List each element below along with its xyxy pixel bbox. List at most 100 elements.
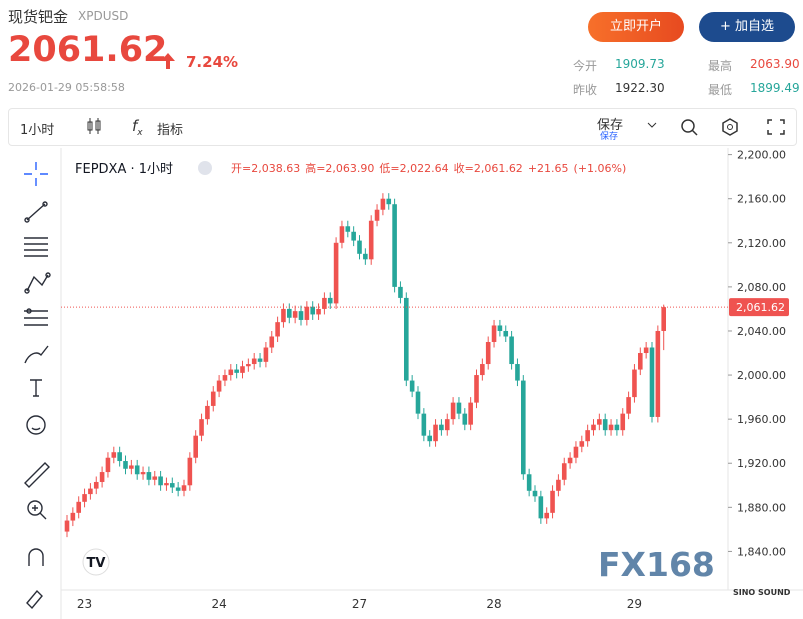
candle-body	[409, 380, 415, 392]
candle-body	[240, 366, 245, 373]
candle-body	[456, 402, 462, 414]
up-arrow	[161, 53, 175, 69]
candle-body	[123, 461, 128, 469]
candle-body	[368, 220, 374, 260]
candle-body	[468, 402, 473, 425]
candle-body	[263, 347, 269, 362]
candle-type-button[interactable]	[86, 116, 102, 136]
y-tick-label: 1,960.00	[737, 413, 786, 426]
drawing-tools[interactable]	[24, 162, 51, 610]
candle-body	[351, 231, 356, 241]
indicator-button[interactable]: 指标	[157, 123, 184, 138]
tv-logo: TV	[82, 548, 110, 576]
candle-body	[105, 457, 111, 473]
candle-body	[88, 488, 93, 495]
candle-body	[632, 369, 637, 398]
x-tick-label: 24	[211, 597, 226, 611]
chart: TV FX168 SINO SOUND FEPDXA · 1小时 开=2,038.…	[24, 148, 803, 619]
add-watchlist-button[interactable]: + 加自选	[699, 12, 795, 42]
stat-label: 最低	[708, 83, 733, 97]
candle-body	[544, 512, 549, 519]
x-tick-label: 27	[352, 597, 367, 611]
candle-body	[345, 226, 351, 232]
candle-body	[597, 419, 602, 425]
timestamp: 2026-01-29 05:58:58	[8, 81, 125, 94]
candle-body	[357, 240, 362, 254]
candle-body	[638, 353, 643, 370]
candle-body	[398, 286, 403, 298]
y-tick-label: 2,200.00	[737, 149, 786, 162]
svg-text:TV: TV	[87, 556, 106, 571]
candle-body	[269, 336, 275, 348]
candle-body	[550, 490, 555, 513]
candle-body	[210, 391, 216, 406]
candle-body	[561, 463, 567, 480]
candle-body	[485, 341, 491, 365]
instrument-name: 现货钯金	[8, 8, 69, 26]
candle-body	[93, 481, 99, 489]
stat-label: 最高	[708, 59, 733, 73]
candle-body	[620, 413, 626, 431]
stat-value: 1922.30	[615, 81, 665, 95]
candle-body	[421, 413, 427, 436]
candle-body	[497, 325, 503, 331]
candle-body	[462, 413, 468, 425]
last-price-label: 2,061.62	[736, 301, 785, 314]
change: 7.24%	[186, 53, 239, 71]
candle-body	[287, 308, 292, 318]
interval-button[interactable]: 1小时	[20, 123, 55, 138]
save-status: 保存	[600, 132, 619, 142]
stat-value: 2063.90	[750, 57, 800, 71]
candle-body	[298, 311, 304, 320]
candle-body	[82, 494, 87, 502]
candle-body	[521, 380, 526, 475]
candle-body	[363, 253, 368, 260]
candle-body	[444, 419, 450, 431]
candle-body	[228, 369, 234, 376]
y-tick-label: 1,880.00	[737, 501, 786, 514]
candle-body	[275, 322, 280, 337]
candle-body	[129, 465, 134, 469]
legend-stat: 高=2,063.90	[305, 161, 374, 175]
price: 2061.62	[8, 30, 168, 70]
symbol: XPDUSD	[78, 9, 129, 23]
watermark-sub: SINO SOUND	[733, 588, 791, 597]
y-tick-label: 2,000.00	[737, 369, 786, 382]
candle-body	[175, 487, 181, 491]
legend-stat: +21.65	[528, 162, 569, 175]
candle-body	[433, 424, 438, 442]
y-tick-label: 2,080.00	[737, 281, 786, 294]
stat-value: 1899.49	[750, 81, 800, 95]
candle-body	[146, 472, 152, 480]
candle-body	[591, 424, 596, 431]
y-tick-label: 2,160.00	[737, 193, 786, 206]
candle-body	[526, 474, 532, 491]
y-tick-label: 2,120.00	[737, 237, 786, 250]
candle-body	[538, 496, 544, 519]
y-tick-label: 2,040.00	[737, 325, 786, 338]
candle-body	[140, 472, 146, 475]
candle-body	[515, 364, 520, 381]
candle-body	[450, 402, 456, 420]
candle-body	[327, 297, 333, 304]
toolbar-icons[interactable]	[646, 118, 796, 136]
candle-body	[76, 501, 81, 513]
candle-body	[205, 405, 210, 420]
open-account-button[interactable]: 立即开户	[588, 12, 684, 42]
save-button[interactable]: 保存	[597, 118, 624, 133]
legend-stat: 开=2,038.63	[231, 162, 300, 175]
candle-body	[643, 347, 649, 354]
candle-body	[181, 485, 187, 491]
candle-body	[374, 209, 380, 221]
candle-body	[99, 472, 105, 482]
candle-body	[152, 476, 158, 480]
candle-body	[246, 364, 251, 367]
candle-body	[386, 198, 392, 205]
chart-title: FEPDXA · 1小时	[75, 162, 173, 177]
candle-body	[304, 306, 310, 320]
candle-body	[234, 369, 239, 373]
candle-body	[579, 441, 585, 447]
x-tick-label: 28	[486, 597, 501, 611]
toolbar	[8, 108, 797, 146]
